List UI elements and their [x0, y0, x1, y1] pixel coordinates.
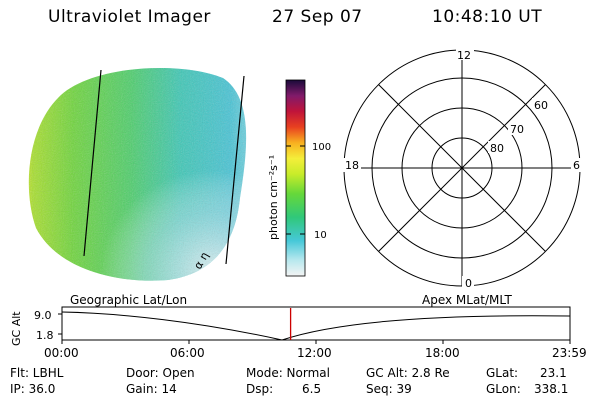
- timeline-frame: [61, 306, 571, 341]
- date-label: 27 Sep 07: [272, 7, 363, 27]
- glat-label: GLat:: [486, 366, 519, 380]
- gain-status: Gain: 14: [126, 382, 177, 396]
- colorbar-unit-label: photon cm⁻²s⁻¹: [267, 155, 280, 240]
- colorbar-tick-100: 100: [312, 142, 331, 153]
- filter-status: Flt: LBHL: [10, 366, 64, 380]
- uv-disk: [28, 67, 247, 281]
- colorbar: 100 10 photon cm⁻²s⁻¹: [267, 79, 331, 277]
- time-label: 10:48:10 UT: [432, 7, 543, 27]
- geo-coords-label: Geographic Lat/Lon: [70, 293, 188, 307]
- time-tick-1200: 12:00: [297, 346, 332, 360]
- mlt-label-6: 6: [573, 159, 580, 172]
- dsp-value: 6.5: [302, 382, 322, 396]
- terminator-line-right: [225, 75, 245, 265]
- lat-label-60: 60: [534, 99, 548, 112]
- time-tick-1800: 18:00: [425, 346, 460, 360]
- colorbar-tick-10: 10: [314, 230, 327, 241]
- terminator-line-left: [83, 69, 102, 257]
- time-tick-0000: 00:00: [44, 346, 79, 360]
- gc-alt-max-label: 9.0: [34, 309, 52, 322]
- mode-status: Mode: Normal: [246, 366, 330, 380]
- orbit-timeline: 9.0 1.8 GC Alt: [10, 306, 571, 346]
- colorbar-scale: [285, 79, 306, 277]
- lat-label-70: 70: [510, 123, 524, 136]
- apex-coords-label: Apex MLat/MLT: [422, 293, 512, 307]
- mlt-label-12: 12: [457, 49, 471, 62]
- instrument-title: Ultraviolet Imager: [48, 7, 211, 27]
- time-tick-0600: 06:00: [170, 346, 205, 360]
- glon-value: 338.1: [534, 382, 569, 396]
- ip-status: IP: 36.0: [10, 382, 56, 396]
- uv-image: α η: [28, 67, 247, 281]
- glat-value: 23.1: [540, 366, 567, 380]
- gc-alt-status: GC Alt: 2.8 Re: [366, 366, 450, 380]
- mlt-label-18: 18: [345, 159, 359, 172]
- time-tick-2359: 23:59: [552, 346, 587, 360]
- polar-grid: 12 18 6 0 60 70 80: [343, 48, 583, 290]
- gc-alt-axis-label: GC Alt: [10, 311, 23, 346]
- seq-status: Seq: 39: [366, 382, 412, 396]
- mlt-label-0: 0: [465, 277, 472, 290]
- gc-alt-curve: [61, 311, 571, 341]
- dsp-label: Dsp:: [246, 382, 274, 396]
- lat-label-80: 80: [490, 142, 504, 155]
- door-status: Door: Open: [126, 366, 195, 380]
- glon-label: GLon:: [486, 382, 521, 396]
- gc-alt-min-label: 1.8: [36, 329, 54, 342]
